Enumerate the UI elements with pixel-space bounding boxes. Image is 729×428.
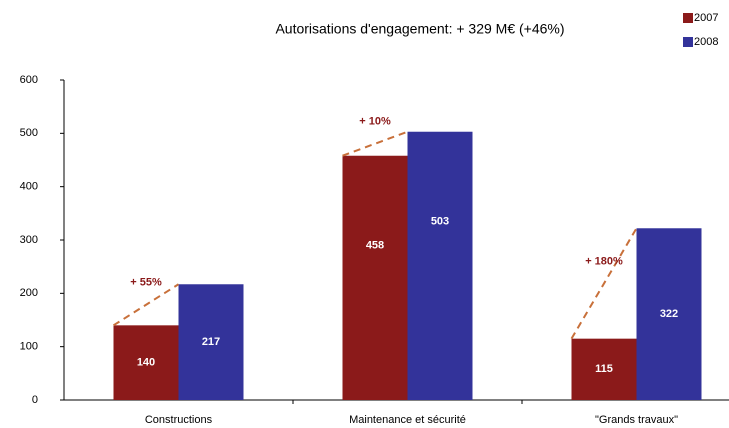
data-label: 115 — [595, 363, 613, 375]
trend-dash — [342, 130, 408, 157]
y-tick-label: 600 — [20, 74, 38, 86]
y-tick-label: 500 — [20, 127, 38, 139]
y-tick-label: 100 — [20, 341, 38, 353]
bar — [342, 155, 408, 400]
chart-title: Autorisations d'engagement: + 329 M€ (+4… — [275, 21, 564, 37]
annotation: + 10% — [359, 116, 391, 128]
bar — [636, 228, 702, 400]
x-tick-label: Constructions — [145, 414, 213, 426]
y-tick-label: 300 — [20, 234, 38, 246]
data-label: 217 — [202, 336, 220, 348]
bar — [571, 338, 637, 400]
data-label: 322 — [660, 308, 678, 320]
legend-swatch — [683, 37, 693, 47]
trend-dash — [112, 283, 180, 327]
legend-label: 2007 — [694, 12, 718, 24]
y-tick-label: 200 — [20, 287, 38, 299]
annotation: + 180% — [585, 255, 623, 267]
trend-dash — [570, 227, 638, 340]
bar — [178, 284, 244, 400]
annotation: + 55% — [130, 277, 162, 289]
x-tick-label: "Grands travaux" — [595, 414, 678, 426]
y-tick-label: 400 — [20, 181, 38, 193]
bar — [407, 131, 473, 400]
bar — [113, 325, 179, 400]
data-label: 503 — [431, 216, 449, 228]
data-label: 458 — [366, 240, 384, 252]
legend-swatch — [683, 13, 693, 23]
x-tick-label: Maintenance et sécurité — [349, 414, 466, 426]
y-tick-label: 0 — [32, 394, 38, 406]
data-label: 140 — [137, 357, 155, 369]
legend-label: 2008 — [694, 36, 718, 48]
